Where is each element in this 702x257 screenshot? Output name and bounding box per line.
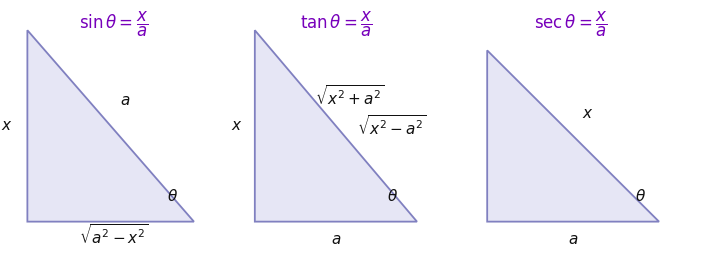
Text: $x$: $x$ <box>582 106 593 121</box>
Text: $\theta$: $\theta$ <box>166 188 178 204</box>
Polygon shape <box>255 30 417 222</box>
Text: $x$: $x$ <box>230 118 242 133</box>
Text: $\theta$: $\theta$ <box>387 188 398 204</box>
Text: $\sqrt{x^2-a^2}$: $\sqrt{x^2-a^2}$ <box>357 114 427 138</box>
Text: $x$: $x$ <box>1 118 13 133</box>
Text: $a$: $a$ <box>568 232 578 247</box>
Text: $\sec\theta = \dfrac{x}{a}$: $\sec\theta = \dfrac{x}{a}$ <box>534 10 607 39</box>
Polygon shape <box>27 30 194 222</box>
Text: $\tan\theta = \dfrac{x}{a}$: $\tan\theta = \dfrac{x}{a}$ <box>300 10 372 39</box>
Text: $\sqrt{a^2-x^2}$: $\sqrt{a^2-x^2}$ <box>79 223 149 247</box>
Text: $a$: $a$ <box>331 232 341 247</box>
Text: $\sin\theta = \dfrac{x}{a}$: $\sin\theta = \dfrac{x}{a}$ <box>79 10 149 39</box>
Text: $a$: $a$ <box>120 93 131 108</box>
Polygon shape <box>487 50 659 222</box>
Text: $\sqrt{x^2+a^2}$: $\sqrt{x^2+a^2}$ <box>315 84 385 108</box>
Text: $\theta$: $\theta$ <box>635 188 647 204</box>
